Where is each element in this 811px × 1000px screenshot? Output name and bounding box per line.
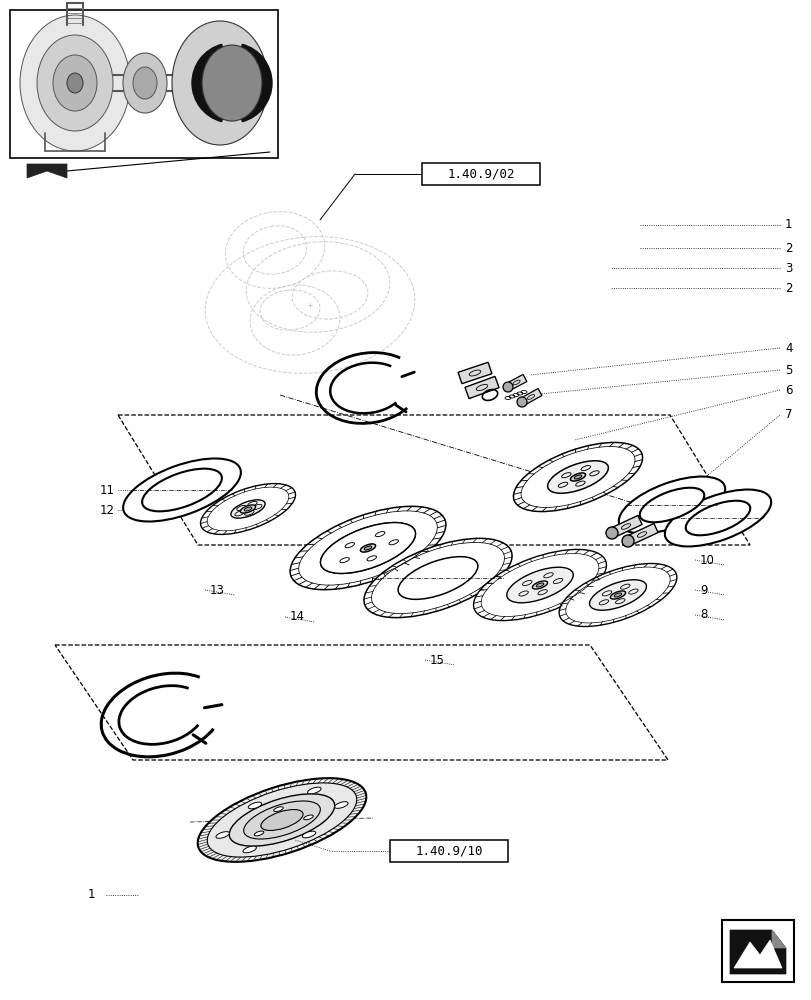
Ellipse shape [290, 506, 445, 590]
Ellipse shape [320, 523, 415, 573]
Ellipse shape [242, 846, 256, 853]
Polygon shape [519, 389, 541, 405]
Polygon shape [465, 376, 499, 399]
Ellipse shape [589, 580, 646, 610]
Wedge shape [232, 44, 272, 122]
Ellipse shape [307, 787, 320, 794]
Polygon shape [422, 163, 539, 185]
Ellipse shape [216, 832, 229, 838]
Ellipse shape [133, 67, 157, 99]
Polygon shape [721, 920, 793, 982]
Ellipse shape [254, 831, 264, 836]
Ellipse shape [684, 501, 749, 535]
Ellipse shape [559, 563, 676, 627]
Ellipse shape [273, 807, 283, 812]
Ellipse shape [240, 505, 255, 513]
Ellipse shape [618, 477, 724, 533]
Text: 6: 6 [784, 383, 792, 396]
Ellipse shape [547, 461, 607, 493]
Ellipse shape [202, 45, 262, 121]
Ellipse shape [230, 500, 264, 518]
Polygon shape [625, 523, 657, 546]
Text: 14: 14 [290, 610, 305, 624]
Ellipse shape [67, 73, 83, 93]
Text: 9: 9 [699, 584, 706, 596]
Polygon shape [457, 362, 491, 384]
Ellipse shape [20, 15, 130, 151]
Text: 1.40.9/10: 1.40.9/10 [414, 844, 483, 857]
Polygon shape [10, 10, 277, 158]
Ellipse shape [397, 557, 478, 599]
Text: 2: 2 [784, 282, 792, 294]
Ellipse shape [37, 35, 113, 131]
Ellipse shape [364, 546, 371, 550]
Ellipse shape [664, 490, 770, 546]
Ellipse shape [473, 549, 606, 621]
Text: 3: 3 [784, 261, 792, 274]
Ellipse shape [610, 591, 624, 599]
Text: 10: 10 [699, 554, 714, 566]
Text: 11: 11 [100, 484, 115, 496]
Text: 15: 15 [430, 654, 444, 666]
Ellipse shape [513, 442, 642, 512]
Ellipse shape [248, 802, 261, 809]
Polygon shape [771, 930, 785, 948]
Ellipse shape [197, 778, 366, 862]
Polygon shape [27, 164, 67, 178]
Ellipse shape [334, 802, 348, 808]
Ellipse shape [53, 55, 97, 111]
Ellipse shape [613, 593, 621, 597]
Polygon shape [609, 515, 642, 538]
Ellipse shape [532, 581, 547, 589]
Polygon shape [729, 930, 785, 974]
Text: 12: 12 [100, 504, 115, 516]
Ellipse shape [502, 382, 513, 392]
Ellipse shape [569, 473, 585, 481]
Ellipse shape [621, 535, 633, 547]
Text: 5: 5 [784, 363, 792, 376]
Ellipse shape [122, 53, 167, 113]
Text: 8: 8 [699, 608, 706, 621]
Ellipse shape [302, 831, 315, 838]
Polygon shape [733, 940, 781, 968]
Wedge shape [191, 44, 232, 122]
Ellipse shape [320, 523, 415, 573]
Ellipse shape [260, 810, 303, 830]
Ellipse shape [243, 801, 320, 839]
Ellipse shape [172, 21, 268, 145]
Ellipse shape [517, 397, 526, 407]
Text: 4: 4 [784, 342, 792, 355]
Ellipse shape [363, 538, 512, 618]
Ellipse shape [244, 507, 251, 511]
Text: 7: 7 [784, 408, 792, 422]
Text: 2: 2 [784, 241, 792, 254]
Polygon shape [505, 374, 526, 391]
Ellipse shape [360, 544, 375, 552]
Text: 1.40.9/02: 1.40.9/02 [447, 168, 514, 181]
Ellipse shape [229, 794, 334, 846]
Polygon shape [389, 840, 508, 862]
Ellipse shape [142, 469, 221, 511]
Ellipse shape [639, 488, 703, 522]
Ellipse shape [123, 458, 241, 522]
Ellipse shape [573, 475, 581, 479]
Ellipse shape [535, 583, 543, 587]
Ellipse shape [605, 527, 617, 539]
Ellipse shape [207, 783, 356, 857]
Ellipse shape [506, 567, 573, 603]
Ellipse shape [303, 815, 313, 820]
Ellipse shape [200, 484, 295, 534]
Text: 13: 13 [210, 584, 225, 596]
Text: 1: 1 [784, 219, 792, 232]
Text: 1: 1 [88, 888, 96, 901]
